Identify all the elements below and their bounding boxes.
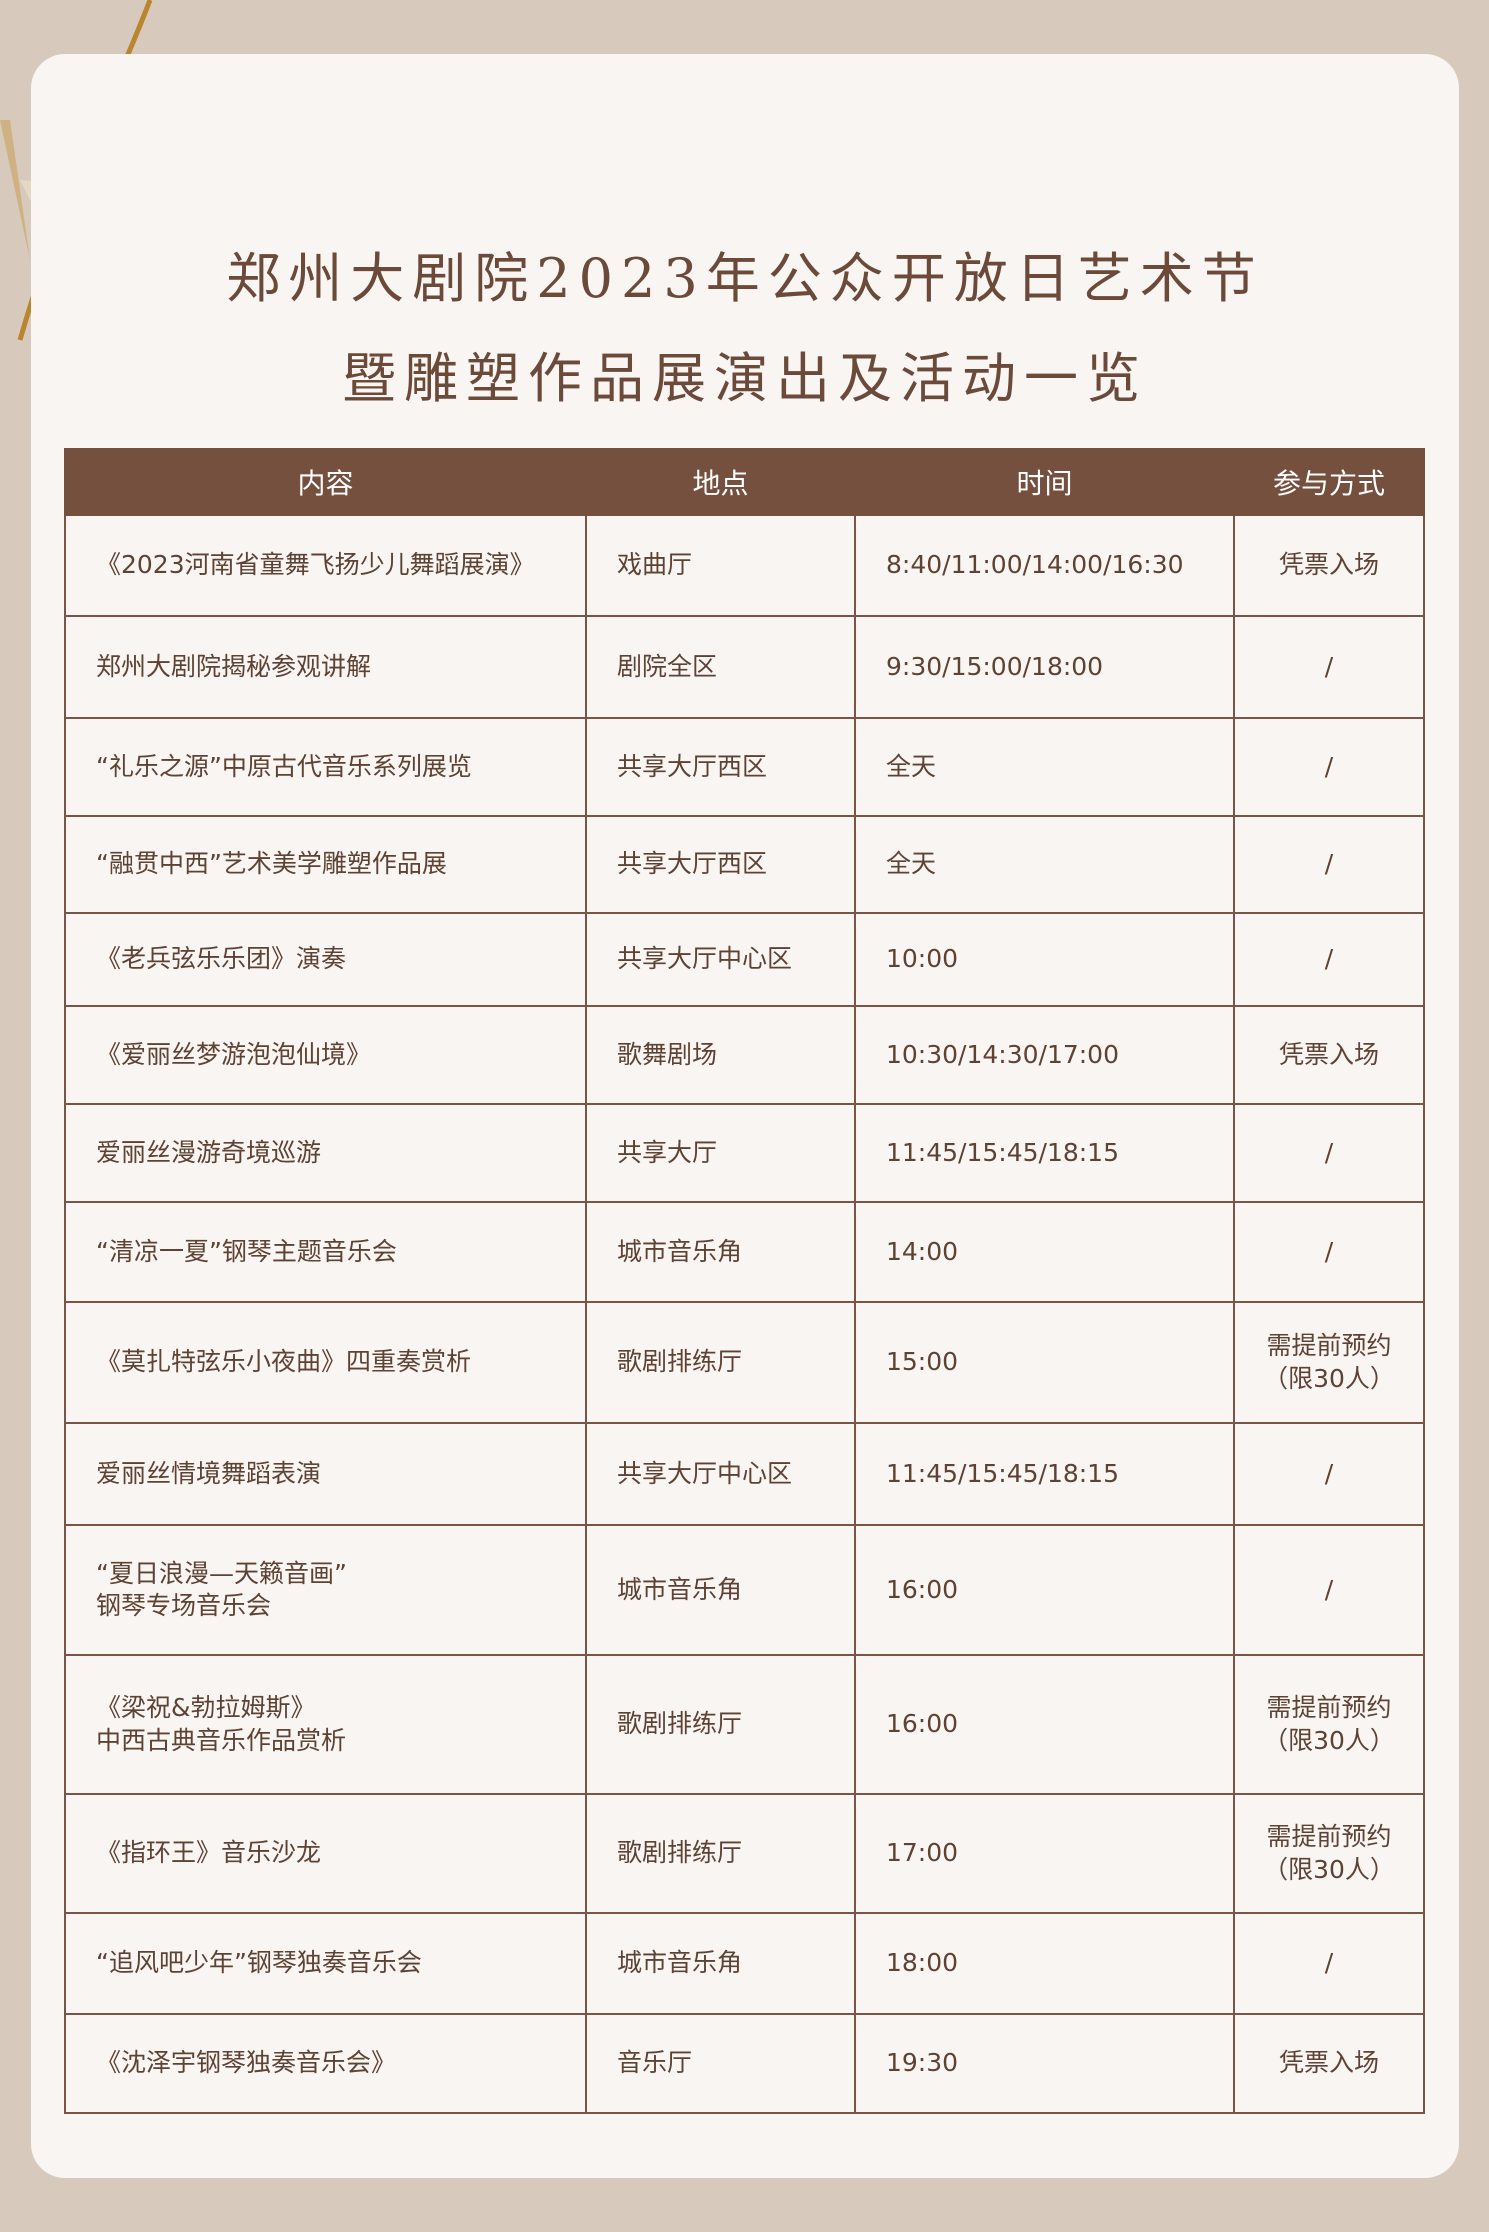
cell-mode: / xyxy=(1233,1422,1425,1526)
table-header: 内容 地点 时间 参与方式 xyxy=(64,448,1425,516)
cell-place: 共享大厅西区 xyxy=(585,717,856,817)
cell-content: “礼乐之源”中原古代音乐系列展览 xyxy=(64,717,587,817)
cell-place: 城市音乐角 xyxy=(585,1201,856,1303)
cell-content: 《沈泽宇钢琴独奏音乐会》 xyxy=(64,2013,587,2114)
cell-content: 《指环王》音乐沙龙 xyxy=(64,1793,587,1914)
cell-content: 《2023河南省童舞飞扬少儿舞蹈展演》 xyxy=(64,514,587,617)
cell-content: 《莫扎特弦乐小夜曲》四重奏赏析 xyxy=(64,1301,587,1424)
header-content: 内容 xyxy=(64,448,587,516)
cell-content: 郑州大剧院揭秘参观讲解 xyxy=(64,615,587,719)
cell-mode: / xyxy=(1233,912,1425,1007)
cell-time: 11:45/15:45/18:15 xyxy=(854,1103,1235,1203)
cell-content: “追风吧少年”钢琴独奏音乐会 xyxy=(64,1912,587,2015)
table-row: “追风吧少年”钢琴独奏音乐会 城市音乐角 18:00/ xyxy=(64,1912,1425,2015)
cell-place: 共享大厅中心区 xyxy=(585,1422,856,1526)
cell-mode: 需提前预约 （限30人） xyxy=(1233,1301,1425,1424)
cell-place: 音乐厅 xyxy=(585,2013,856,2114)
cell-mode: / xyxy=(1233,1103,1425,1203)
cell-mode: / xyxy=(1233,717,1425,817)
cell-place: 城市音乐角 xyxy=(585,1912,856,2015)
cell-time: 全天 xyxy=(854,815,1235,914)
header-place: 地点 xyxy=(585,448,856,516)
table-row: 《老兵弦乐乐团》演奏 共享大厅中心区 10:00/ xyxy=(64,912,1425,1007)
cell-mode: / xyxy=(1233,1201,1425,1303)
table-row: 爱丽丝漫游奇境巡游 共享大厅 11:45/15:45/18:15/ xyxy=(64,1103,1425,1203)
cell-time: 全天 xyxy=(854,717,1235,817)
cell-mode: 需提前预约 （限30人） xyxy=(1233,1654,1425,1795)
table-row: 《梁祝&勃拉姆斯》 中西古典音乐作品赏析 歌剧排练厅 16:00 需提前预约 （限30… xyxy=(64,1654,1425,1795)
cell-content: “夏日浪漫—天籁音画” 钢琴专场音乐会 xyxy=(64,1524,587,1656)
cell-place: 歌剧排练厅 xyxy=(585,1793,856,1914)
header-mode: 参与方式 xyxy=(1233,448,1425,516)
cell-time: 11:45/15:45/18:15 xyxy=(854,1422,1235,1526)
page-title-line1: 郑州大剧院2023年公众开放日艺术节 xyxy=(226,247,1264,310)
cell-content: 《爱丽丝梦游泡泡仙境》 xyxy=(64,1005,587,1105)
table-row: “夏日浪漫—天籁音画” 钢琴专场音乐会 城市音乐角 16:00/ xyxy=(64,1524,1425,1656)
cell-place: 城市音乐角 xyxy=(585,1524,856,1656)
cell-time: 14:00 xyxy=(854,1201,1235,1303)
cell-place: 剧院全区 xyxy=(585,615,856,719)
cell-mode: / xyxy=(1233,1524,1425,1656)
cell-place: 共享大厅西区 xyxy=(585,815,856,914)
cell-content: “融贯中西”艺术美学雕塑作品展 xyxy=(64,815,587,914)
schedule-table: 内容 地点 时间 参与方式 《2023河南省童舞飞扬少儿舞蹈展演》 戏曲厅 8:40… xyxy=(64,448,1425,2114)
cell-content: 爱丽丝情境舞蹈表演 xyxy=(64,1422,587,1526)
cell-mode: 凭票入场 xyxy=(1233,2013,1425,2114)
header-time: 时间 xyxy=(854,448,1235,516)
table-row: “礼乐之源”中原古代音乐系列展览 共享大厅西区 全天 / xyxy=(64,717,1425,817)
cell-place: 共享大厅 xyxy=(585,1103,856,1203)
cell-content: 《老兵弦乐乐团》演奏 xyxy=(64,912,587,1007)
cell-time: 8:40/11:00/14:00/16:30 xyxy=(854,514,1235,617)
cell-place: 共享大厅中心区 xyxy=(585,912,856,1007)
cell-mode: 需提前预约 （限30人） xyxy=(1233,1793,1425,1914)
cell-mode: / xyxy=(1233,615,1425,719)
table-row: “融贯中西”艺术美学雕塑作品展 共享大厅西区 全天 / xyxy=(64,815,1425,914)
cell-content: 《梁祝&勃拉姆斯》 中西古典音乐作品赏析 xyxy=(64,1654,587,1795)
cell-mode: 凭票入场 xyxy=(1233,514,1425,617)
cell-place: 戏曲厅 xyxy=(585,514,856,617)
cell-place: 歌剧排练厅 xyxy=(585,1301,856,1424)
table-row: 郑州大剧院揭秘参观讲解 剧院全区 9:30/15:00/18:00/ xyxy=(64,615,1425,719)
table-row: 《莫扎特弦乐小夜曲》四重奏赏析 歌剧排练厅 15:00 需提前预约 （限30人） xyxy=(64,1301,1425,1424)
table-row: 爱丽丝情境舞蹈表演 共享大厅中心区 11:45/15:45/18:15/ xyxy=(64,1422,1425,1526)
cell-content: 爱丽丝漫游奇境巡游 xyxy=(64,1103,587,1203)
table-row: 《沈泽宇钢琴独奏音乐会》 音乐厅 19:30 凭票入场 xyxy=(64,2013,1425,2114)
cell-place: 歌舞剧场 xyxy=(585,1005,856,1105)
cell-time: 10:30/14:30/17:00 xyxy=(854,1005,1235,1105)
cell-mode: / xyxy=(1233,815,1425,914)
table-row: 《2023河南省童舞飞扬少儿舞蹈展演》 戏曲厅 8:40/11:00/14:00/1… xyxy=(64,514,1425,617)
cell-time: 16:00 xyxy=(854,1524,1235,1656)
cell-time: 17:00 xyxy=(854,1793,1235,1914)
cell-place: 歌剧排练厅 xyxy=(585,1654,856,1795)
cell-time: 10:00 xyxy=(854,912,1235,1007)
table-row: 《爱丽丝梦游泡泡仙境》 歌舞剧场 10:30/14:30/17:00 凭票入场 xyxy=(64,1005,1425,1105)
cell-content: “清凉一夏”钢琴主题音乐会 xyxy=(64,1201,587,1303)
cell-mode: 凭票入场 xyxy=(1233,1005,1425,1105)
table-row: “清凉一夏”钢琴主题音乐会 城市音乐角 14:00/ xyxy=(64,1201,1425,1303)
page-title-line2: 暨雕塑作品展演出及活动一览 xyxy=(342,347,1148,410)
cell-mode: / xyxy=(1233,1912,1425,2015)
cell-time: 9:30/15:00/18:00 xyxy=(854,615,1235,719)
cell-time: 15:00 xyxy=(854,1301,1235,1424)
cell-time: 16:00 xyxy=(854,1654,1235,1795)
table-row: 《指环王》音乐沙龙 歌剧排练厅 17:00 需提前预约 （限30人） xyxy=(64,1793,1425,1914)
cell-time: 19:30 xyxy=(854,2013,1235,2114)
cell-time: 18:00 xyxy=(854,1912,1235,2015)
